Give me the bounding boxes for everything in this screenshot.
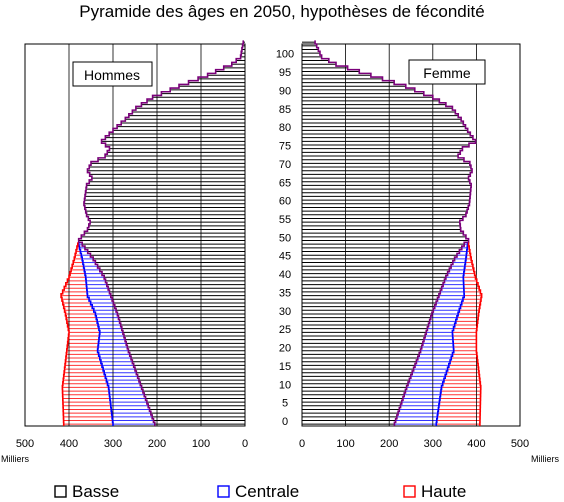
age-tick-label: 35	[279, 287, 291, 299]
legend-label-basse: Basse	[72, 482, 119, 501]
legend-label-centrale: Centrale	[235, 482, 299, 501]
age-tick-label: 95	[279, 67, 291, 79]
x-tick-label-left: 300	[104, 438, 122, 450]
age-tick-label: 85	[279, 104, 291, 116]
legend: Basse Centrale Haute	[54, 482, 466, 501]
x-tick-label-right: 100	[336, 438, 354, 450]
legend-label-haute: Haute	[421, 482, 466, 501]
x-tick-label-right: 500	[511, 438, 529, 450]
femme-basse-outline	[314, 40, 477, 426]
femme-haute-outline	[467, 242, 483, 426]
age-tick-label: 30	[279, 306, 291, 318]
age-tick-label: 60	[279, 196, 291, 208]
age-tick-label: 0	[282, 416, 288, 428]
age-tick-label: 90	[279, 85, 291, 97]
age-tick-label: 80	[279, 122, 291, 134]
hommes-label: Hommes	[84, 67, 140, 83]
x-tick-label-left: 0	[242, 438, 248, 450]
x-tick-label-right: 0	[299, 438, 305, 450]
hommes-centrale-outline	[77, 242, 114, 426]
legend-swatch-basse	[54, 485, 67, 498]
unit-label-left: Milliers	[1, 454, 29, 464]
left-plot-area	[24, 43, 246, 427]
age-tick-label: 55	[279, 214, 291, 226]
age-tick-label: 50	[279, 232, 291, 244]
femme-label-box	[408, 59, 486, 85]
legend-swatch-centrale	[217, 485, 230, 498]
age-tick-label: 20	[279, 343, 291, 355]
age-tick-label: 25	[279, 324, 291, 336]
femme-centrale-outline	[435, 242, 469, 426]
right-plot-area	[301, 43, 521, 427]
unit-label-right: Milliers	[531, 454, 559, 464]
x-tick-label-left: 400	[60, 438, 78, 450]
age-tick-label: 10	[279, 379, 291, 391]
age-tick-label: 5	[282, 398, 288, 410]
age-tick-label: 65	[279, 177, 291, 189]
x-tick-label-left: 200	[148, 438, 166, 450]
age-tick-label: 70	[279, 159, 291, 171]
femme-label: Femme	[423, 65, 471, 81]
x-tick-label-right: 400	[467, 438, 485, 450]
hommes-haute-outline	[60, 242, 79, 426]
age-tick-label: 75	[279, 141, 291, 153]
age-tick-label: 45	[279, 251, 291, 263]
x-tick-label-left: 100	[192, 438, 210, 450]
x-tick-label-left: 500	[16, 438, 34, 450]
age-tick-label: 15	[279, 361, 291, 373]
x-tick-label-right: 200	[380, 438, 398, 450]
age-tick-label: 100	[276, 49, 294, 61]
age-tick-label: 40	[279, 269, 291, 281]
legend-swatch-haute	[403, 485, 416, 498]
chart-title: Pyramide des âges en 2050, hypothèses de…	[79, 2, 485, 21]
x-tick-label-right: 300	[424, 438, 442, 450]
hommes-basse-outline	[77, 40, 245, 426]
hommes-label-box	[72, 61, 153, 87]
